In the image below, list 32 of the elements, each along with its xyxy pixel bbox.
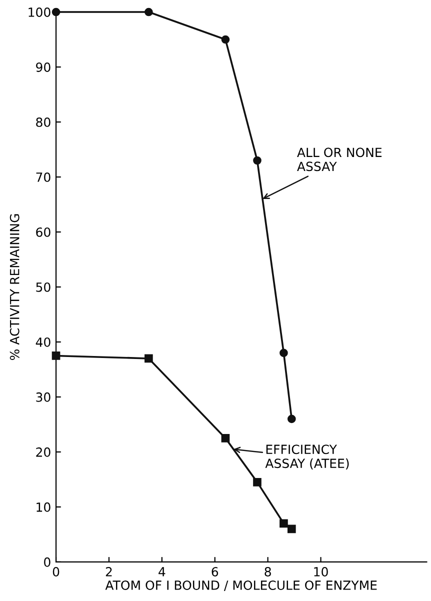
y-tick-label: 50 [36,282,50,292]
point [287,414,296,424]
y-tick-label: 40 [36,337,50,347]
annotation: ALL OR NONE ASSAY [297,148,382,172]
point [253,156,262,165]
y-tick-label: 30 [36,392,50,402]
y-axis-title: % ACTIVITY REMAINING [10,214,20,360]
y-tick-label: 80 [36,117,50,127]
point [221,434,230,442]
y-tick-label: 60 [36,227,50,237]
point [287,524,296,534]
annotation: EFFICIENCY ASSAY (ATEE) [265,444,349,470]
point [280,348,288,358]
point [253,478,262,486]
y-tick-label: 10 [36,502,50,512]
x-tick-label: 2 [106,567,112,576]
x-tick-label: 10 [314,567,328,576]
y-tick-label: 0 [44,557,50,567]
point [280,519,288,528]
point [144,354,153,363]
y-tick-label: 20 [36,447,50,457]
x-tick-label: 6 [212,567,218,576]
x-tick-label: 8 [264,567,271,576]
point [144,8,153,16]
point [221,35,230,44]
y-tick-label: 70 [36,172,50,182]
x-tick-label: 0 [52,567,60,576]
x-axis-title: ATOM OF I BOUND / MOLECULE OF ENZYME [105,580,377,591]
y-tick-label: 100 [28,7,50,17]
x-tick-label: 4 [158,567,166,576]
y-tick-label: 90 [36,62,50,72]
point [52,352,60,360]
